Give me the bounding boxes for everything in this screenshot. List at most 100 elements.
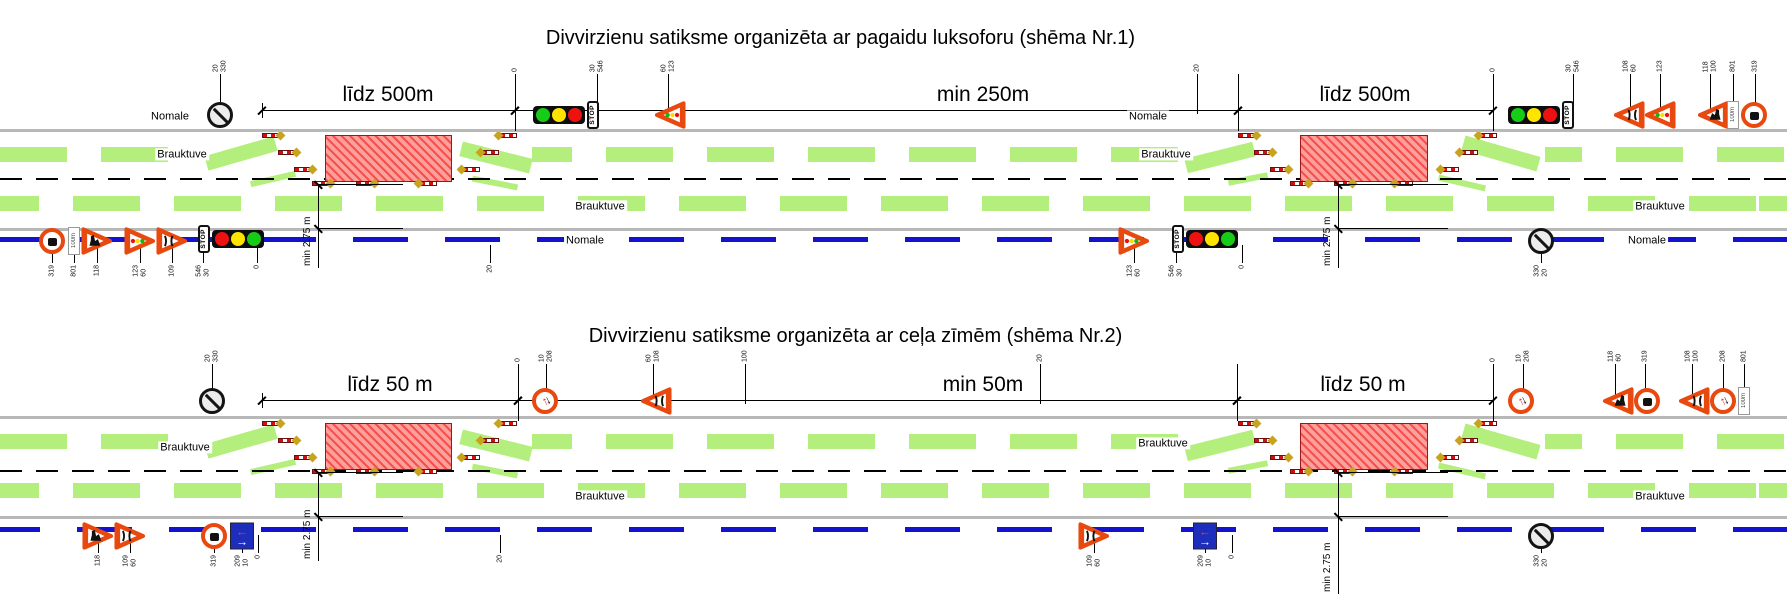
warning-sign-narrow [156, 226, 188, 256]
dimension-line [1238, 110, 1493, 111]
barrier-lamp [275, 418, 286, 429]
warning-triangle [1678, 387, 1710, 415]
barrier [262, 130, 286, 141]
dimension-line [1237, 400, 1493, 401]
tick-label: 0 [254, 555, 262, 559]
warning-triangle [1644, 101, 1676, 129]
extension-line [1338, 228, 1448, 229]
tick-line [1615, 364, 1616, 404]
barrier [356, 466, 380, 477]
tick-line [97, 245, 98, 263]
barrier [294, 452, 318, 463]
sign-209-red-arrow: ← [1199, 524, 1211, 538]
drawing-shape [1709, 108, 1721, 120]
sign-801-distance-plate: 100m [68, 227, 80, 255]
sign-208-arrows: ↑↓ [1515, 393, 1526, 408]
tick-labels: 319 [211, 555, 218, 567]
tick-label: 10 [242, 558, 250, 567]
tick-label: 330 [1533, 555, 1541, 567]
tick-labels: 546 30 [196, 265, 211, 277]
tick-line [500, 535, 501, 553]
sign-330-restriction [207, 102, 233, 128]
extension-line [1338, 472, 1448, 473]
sign-801-label: 100m [1741, 393, 1747, 409]
tick-label: 546 [195, 265, 203, 277]
tick-line [1237, 364, 1238, 421]
road-edge-line [0, 228, 1787, 231]
tick-labels: 801 [1741, 350, 1748, 362]
barrier [475, 435, 499, 446]
barrier [1238, 130, 1262, 141]
tick-line [1755, 74, 1756, 114]
tick-labels: 0 [515, 358, 522, 362]
tick-line [1710, 74, 1711, 114]
road-label: Nomale [149, 110, 191, 123]
tick-labels: 118 60 [1608, 351, 1623, 362]
tick-labels: 108 60 [1623, 60, 1638, 72]
tick-label: 546 [1573, 60, 1581, 72]
tick-line [653, 364, 654, 404]
tick-label: 109 [168, 265, 176, 277]
stop-plate-label: STOP [1563, 105, 1571, 125]
tick-labels: 118 [94, 265, 101, 276]
tick-label: 118 [1607, 350, 1615, 362]
dimension-line [262, 400, 518, 401]
tick-line [52, 245, 53, 263]
tick-label: 109 [1086, 555, 1094, 567]
barrier [278, 435, 302, 446]
warning-sign-works [81, 226, 113, 256]
drawing-shape [1134, 238, 1139, 244]
tick-line [220, 74, 221, 114]
tick-label: 100 [741, 350, 749, 362]
warning-triangle [1078, 522, 1110, 550]
tick-label: 30 [589, 64, 597, 72]
barrier [493, 130, 517, 141]
tick-label: 801 [1729, 60, 1737, 72]
tick-label: 123 [668, 60, 676, 72]
tick-labels: 123 60 [133, 265, 148, 277]
sign-208-arrows: ↑↓ [539, 393, 550, 408]
tick-labels: 20 [1194, 64, 1201, 72]
traffic-light-red [215, 232, 229, 246]
dimension-label-vertical: min 2.75 m [302, 509, 313, 559]
traffic-light-red [1189, 232, 1203, 246]
tick-labels: 208 [1720, 350, 1727, 362]
drawing-shape [1664, 112, 1670, 118]
traffic-light-green [1221, 232, 1235, 246]
drawing-shape [654, 395, 664, 407]
tick-line [1094, 535, 1095, 553]
tick-line [258, 535, 259, 553]
tick-line [130, 535, 131, 553]
barrier [278, 147, 302, 158]
tick-labels: 20 [487, 265, 494, 273]
dimension-label: min 250m [936, 83, 1030, 106]
traffic-light-red [1543, 108, 1557, 122]
barrier [1270, 164, 1294, 175]
barrier [1435, 452, 1459, 463]
tick-label: 330 [212, 350, 220, 362]
tick-labels: 123 60 [1127, 265, 1142, 277]
drawing-shape [130, 238, 136, 244]
lane-marking-row [0, 196, 1787, 211]
sign-801-distance-plate: 100m [1727, 101, 1739, 129]
tick-labels: 0 [512, 68, 519, 72]
tick-line [1723, 364, 1724, 404]
tick-line [668, 74, 669, 114]
tick-line [140, 245, 141, 263]
tick-label: 118 [93, 265, 101, 277]
stop-plate-label: STOP [1173, 229, 1181, 249]
taper-marking [204, 136, 278, 171]
tick-label: 0 [1238, 265, 1246, 269]
barrier [413, 466, 437, 477]
tick-line [1232, 535, 1233, 553]
warning-sign-lights [1118, 226, 1150, 256]
tick-labels: 20 [497, 555, 504, 563]
warning-triangle [1602, 387, 1634, 415]
barrier [1238, 418, 1262, 429]
dimension-label: min 50m [942, 373, 1024, 396]
tick-label: 20 [1541, 268, 1549, 277]
sign-319-no-overtaking [201, 523, 227, 549]
tick-label: 0 [514, 358, 522, 362]
tick-label: 208 [1523, 350, 1531, 362]
tick-line [1744, 364, 1745, 404]
